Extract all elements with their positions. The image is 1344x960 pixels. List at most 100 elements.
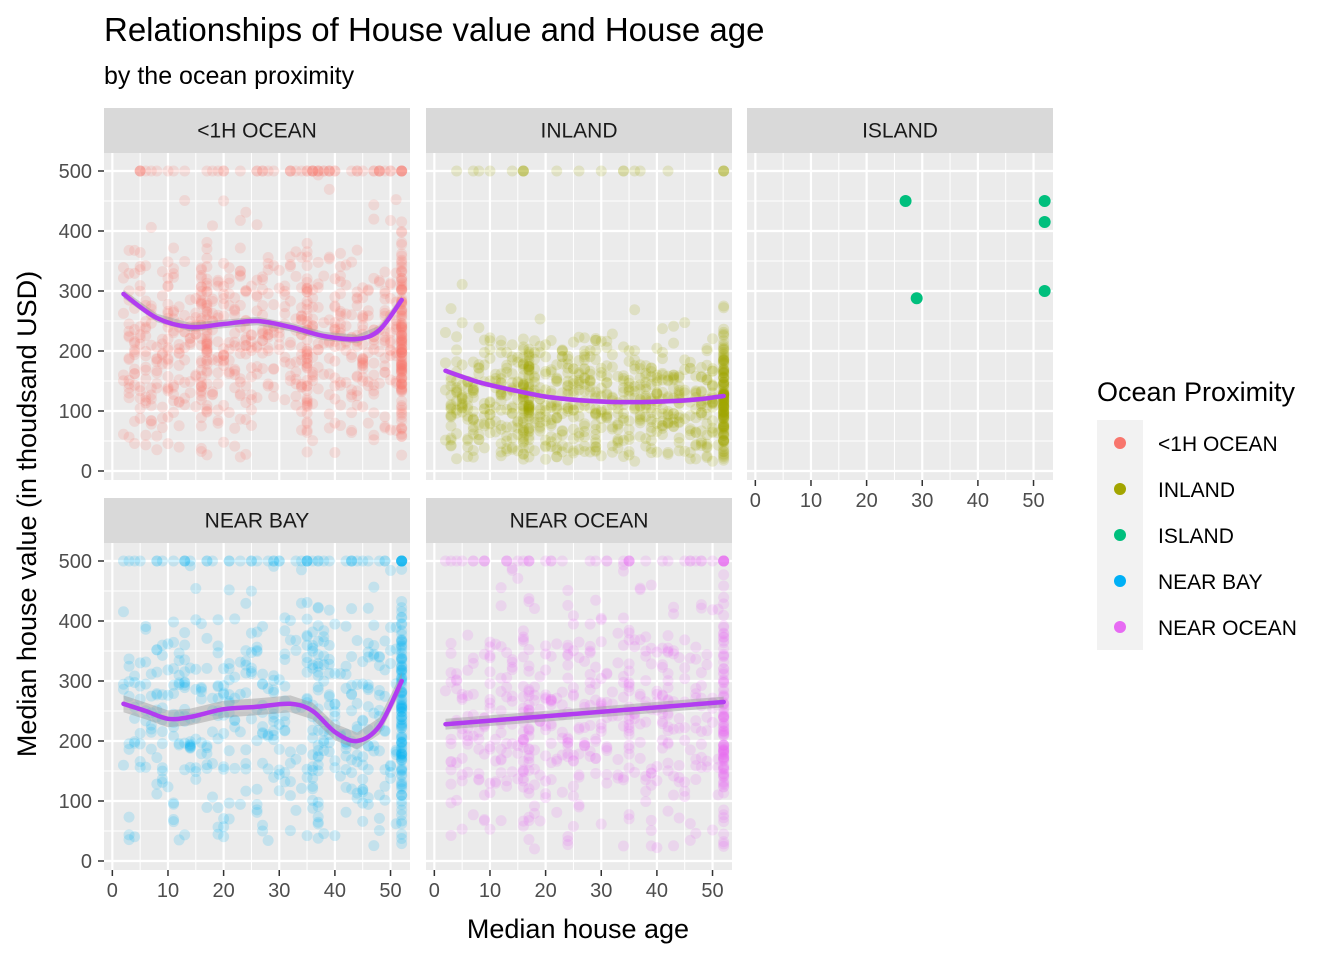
data-point — [645, 378, 657, 390]
data-point — [334, 270, 346, 282]
data-point — [601, 667, 613, 679]
data-point — [396, 430, 408, 442]
data-point — [234, 214, 246, 226]
data-point — [396, 671, 408, 683]
data-point — [273, 282, 285, 294]
data-point — [396, 378, 408, 390]
data-point — [229, 305, 241, 317]
data-point — [718, 676, 730, 688]
data-point — [506, 421, 518, 433]
data-point — [690, 682, 702, 694]
x-tick-label: 30 — [911, 490, 933, 512]
data-point — [396, 799, 408, 811]
legend-label: INLAND — [1158, 479, 1235, 502]
data-point — [396, 555, 408, 567]
data-point — [523, 431, 535, 443]
data-point — [718, 434, 730, 446]
data-point — [668, 369, 680, 381]
data-point — [251, 798, 263, 810]
data-point — [684, 652, 696, 664]
data-point — [145, 415, 157, 427]
data-point — [640, 367, 652, 379]
data-point — [495, 582, 507, 594]
data-point — [640, 555, 652, 567]
data-point — [206, 307, 218, 319]
data-point — [301, 361, 313, 373]
data-point — [467, 424, 479, 436]
data-point — [718, 412, 730, 424]
data-point — [523, 555, 535, 567]
data-point — [290, 366, 302, 378]
data-point — [695, 599, 707, 611]
data-point — [390, 818, 402, 830]
data-point — [595, 698, 607, 710]
data-point — [501, 555, 513, 567]
data-point — [629, 713, 641, 725]
data-point — [301, 246, 313, 258]
data-point — [340, 320, 352, 332]
data-point — [117, 683, 129, 695]
data-point — [201, 367, 213, 379]
data-point — [396, 248, 408, 260]
data-point — [340, 344, 352, 356]
data-point — [517, 633, 529, 645]
data-point — [601, 341, 613, 353]
data-point — [501, 359, 513, 371]
data-point — [379, 366, 391, 378]
data-point — [229, 369, 241, 381]
data-point — [223, 697, 235, 709]
y-tick-label: 200 — [59, 341, 92, 363]
data-point — [618, 840, 630, 852]
data-point — [662, 642, 674, 654]
data-point — [718, 643, 730, 655]
data-point — [195, 442, 207, 454]
data-point — [329, 698, 341, 710]
data-point — [467, 383, 479, 395]
data-point — [707, 397, 719, 409]
data-point — [451, 356, 463, 368]
data-point — [590, 332, 602, 344]
data-point — [134, 280, 146, 292]
data-point — [445, 420, 457, 432]
data-point — [495, 815, 507, 827]
data-point — [368, 619, 380, 631]
data-point — [673, 722, 685, 734]
data-point — [301, 399, 313, 411]
data-point — [718, 400, 730, 412]
data-point — [368, 707, 380, 719]
data-point — [645, 362, 657, 374]
data-point — [451, 404, 463, 416]
legend-swatch — [1114, 529, 1126, 541]
data-point — [640, 770, 652, 782]
data-point — [718, 421, 730, 433]
data-point — [517, 400, 529, 412]
data-point — [512, 351, 524, 363]
data-point — [484, 352, 496, 364]
data-point — [579, 349, 591, 361]
data-point — [445, 733, 457, 745]
data-point — [656, 642, 668, 654]
data-point — [523, 725, 535, 737]
data-point — [595, 636, 607, 648]
data-point — [556, 408, 568, 420]
data-point — [396, 737, 408, 749]
data-point — [445, 667, 457, 679]
data-point — [251, 555, 263, 567]
data-point — [312, 635, 324, 647]
data-point — [523, 402, 535, 414]
data-point — [323, 699, 335, 711]
data-point — [629, 385, 641, 397]
data-point — [312, 344, 324, 356]
data-point — [695, 400, 707, 412]
data-point — [718, 748, 730, 760]
data-point — [540, 365, 552, 377]
data-point — [357, 797, 369, 809]
data-point — [718, 406, 730, 418]
data-point — [612, 753, 624, 765]
data-point — [695, 680, 707, 692]
data-point — [528, 445, 540, 457]
data-point — [673, 412, 685, 424]
data-point — [162, 689, 174, 701]
data-point — [512, 773, 524, 785]
data-point — [662, 370, 674, 382]
